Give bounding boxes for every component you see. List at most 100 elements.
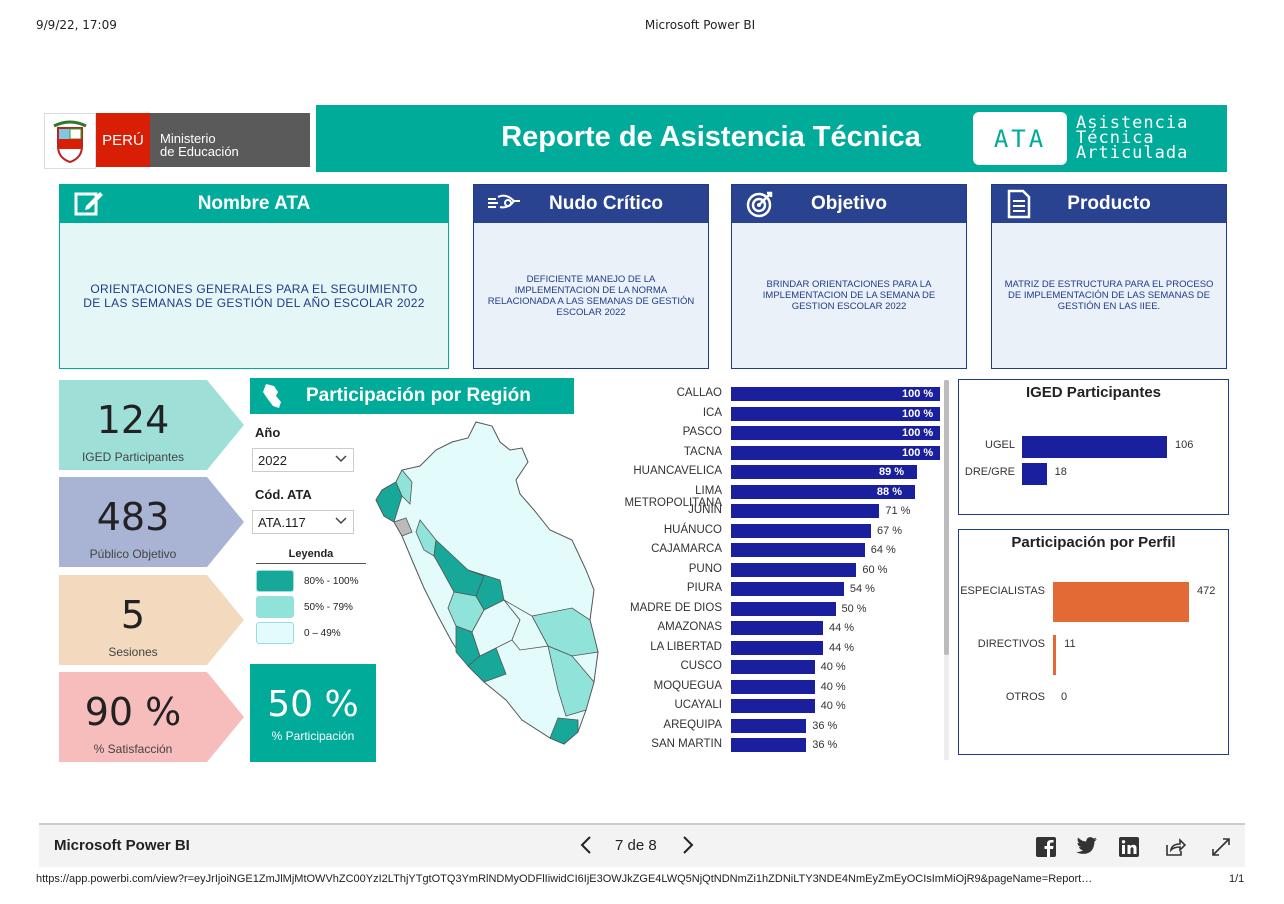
region-bar-row[interactable]: PASCO 100 %: [600, 424, 940, 442]
region-bar-value: 44 %: [828, 641, 855, 654]
region-bar[interactable]: [731, 640, 823, 655]
region-bar-label: HUÁNUCO: [663, 523, 722, 536]
region-bar-row[interactable]: CUSCO 40 %: [600, 658, 940, 676]
legend-swatch: [256, 570, 294, 592]
region-bar-label: PIURA: [686, 582, 722, 594]
region-bar-row[interactable]: LA LIBERTAD 44 %: [600, 639, 940, 657]
legend-label: 80% - 100%: [304, 575, 359, 587]
region-bar-row[interactable]: MOQUEGUA 40 %: [600, 678, 940, 696]
region-bar-value: 54 %: [849, 583, 875, 595]
scrollbar-thumb[interactable]: [944, 380, 949, 655]
card-objetivo-title: Objetivo: [810, 193, 887, 214]
region-bar[interactable]: [731, 699, 815, 713]
kpi-sesiones-label: Sesiones: [108, 645, 158, 659]
facebook-icon: [1036, 837, 1056, 857]
region-bar-row[interactable]: SAN MARTIN 36 %: [600, 736, 940, 754]
share-icon: [1166, 838, 1187, 856]
region-bar-value: 50 %: [841, 602, 867, 615]
region-bar-value: 60 %: [862, 563, 888, 576]
kpi-iged: 124 IGED Participantes: [59, 380, 244, 470]
panel-bar[interactable]: [1053, 582, 1189, 622]
logo-ministry-line1: Ministerio: [160, 131, 216, 146]
region-bar-label: LA LIBERTAD: [650, 640, 722, 653]
legend-item: 0 – 49%: [256, 622, 366, 644]
region-bar[interactable]: [731, 562, 857, 577]
region-bar[interactable]: [731, 387, 940, 401]
region-bar-value: 88 %: [876, 485, 902, 498]
region-bar-label: AREQUIPA: [663, 718, 722, 731]
region-title: Participación por Región: [306, 385, 531, 406]
panel-bar[interactable]: [1022, 436, 1167, 458]
map-legend: Leyenda 80% - 100% 50% - 79% 0 – 49%: [256, 548, 366, 644]
region-bar-row[interactable]: MADRE DE DIOS 50 %: [600, 600, 940, 618]
region-bar[interactable]: [731, 582, 844, 596]
panel-bar[interactable]: [1022, 463, 1047, 485]
handshake-icon: [486, 193, 522, 219]
region-bar-row[interactable]: HUÁNUCO 67 %: [600, 522, 940, 540]
region-chart-scrollbar[interactable]: [944, 380, 949, 760]
region-bar-label: SAN MARTIN: [651, 738, 722, 750]
region-bar-row[interactable]: TACNA 100 %: [600, 444, 940, 462]
region-bar[interactable]: [731, 504, 880, 518]
coat-of-arms-icon: [44, 113, 96, 169]
fullscreen-button[interactable]: [1211, 837, 1231, 861]
legend-item: 80% - 100%: [256, 570, 366, 592]
region-bar-label: CAJAMARCA: [651, 543, 722, 555]
code-filter-label: Cód. ATA: [255, 487, 312, 502]
region-bar-row[interactable]: UCAYALI 40 %: [600, 697, 940, 715]
twitter-share-button[interactable]: [1076, 837, 1098, 859]
region-bar-row[interactable]: AMAZONAS 44 %: [600, 619, 940, 637]
twitter-icon: [1076, 837, 1097, 854]
page-indicator: 7 de 8: [615, 837, 657, 854]
region-bar-value: 89 %: [879, 466, 905, 478]
region-bar-value: 44 %: [828, 622, 855, 634]
region-bar[interactable]: [731, 484, 915, 499]
expand-icon: [1212, 838, 1230, 856]
region-bar-row[interactable]: ICA 100 %: [600, 405, 940, 423]
prev-page-button[interactable]: [579, 835, 593, 859]
panel-bar[interactable]: [1053, 635, 1057, 675]
ata-line-2: Técnica: [1076, 128, 1155, 148]
perfil-panel-title: Participación por Perfil: [1011, 534, 1176, 551]
panel-bar-label: OTROS: [1005, 691, 1045, 703]
peru-region-map[interactable]: [372, 420, 602, 750]
kpi-iged-value: 124: [96, 398, 170, 442]
region-bar[interactable]: [731, 523, 872, 538]
region-bar-row[interactable]: CAJAMARCA 64 %: [600, 541, 940, 559]
year-filter-label: Año: [255, 425, 281, 440]
region-bar[interactable]: [731, 465, 917, 479]
next-page-button[interactable]: [681, 835, 695, 859]
region-bar-label: CALLAO: [676, 387, 722, 399]
share-button[interactable]: [1164, 837, 1187, 861]
region-bar-row[interactable]: JUNÍN 71 %: [600, 502, 940, 520]
region-bar[interactable]: [731, 718, 807, 733]
ata-badge: ATA: [973, 112, 1067, 165]
region-bar-value: 67 %: [877, 524, 903, 537]
region-bar[interactable]: [731, 445, 940, 460]
year-filter-select[interactable]: 2022: [252, 448, 354, 472]
iged-participantes-panel: IGED Participantes UGEL 106 DRE/GRE 18: [958, 379, 1229, 515]
region-bar[interactable]: [731, 426, 940, 440]
region-bar[interactable]: [731, 679, 815, 694]
kpi-sesiones: 5 Sesiones: [59, 575, 244, 665]
region-bar[interactable]: [731, 621, 823, 635]
linkedin-share-button[interactable]: [1119, 837, 1139, 861]
region-bar[interactable]: [731, 543, 865, 557]
region-bar[interactable]: [731, 601, 836, 616]
code-filter-select[interactable]: ATA.117: [252, 510, 354, 534]
region-bar[interactable]: [731, 660, 815, 674]
region-bar-row[interactable]: PUNO 60 %: [600, 561, 940, 579]
region-bar[interactable]: [731, 406, 940, 421]
minedu-logo: PERÚ Ministerio de Educación: [44, 113, 310, 169]
region-bar-row[interactable]: PIURA 54 %: [600, 580, 940, 598]
region-bar-row[interactable]: HUANCAVELICA 89 %: [600, 463, 940, 481]
region-bar-row[interactable]: CALLAO 100 %: [600, 385, 940, 403]
region-bar-row[interactable]: AREQUIPA 36 %: [600, 717, 940, 735]
region-bar-row[interactable]: LIMA METROPOLITANA 88 %: [600, 483, 940, 509]
panel-bar-value: 11: [1064, 638, 1076, 650]
legend-label: 0 – 49%: [304, 627, 341, 639]
facebook-share-button[interactable]: [1036, 837, 1056, 861]
region-bar-label: HUANCAVELICA: [633, 465, 722, 477]
panel-bar-value: 106: [1175, 439, 1194, 451]
region-bar[interactable]: [731, 738, 807, 752]
